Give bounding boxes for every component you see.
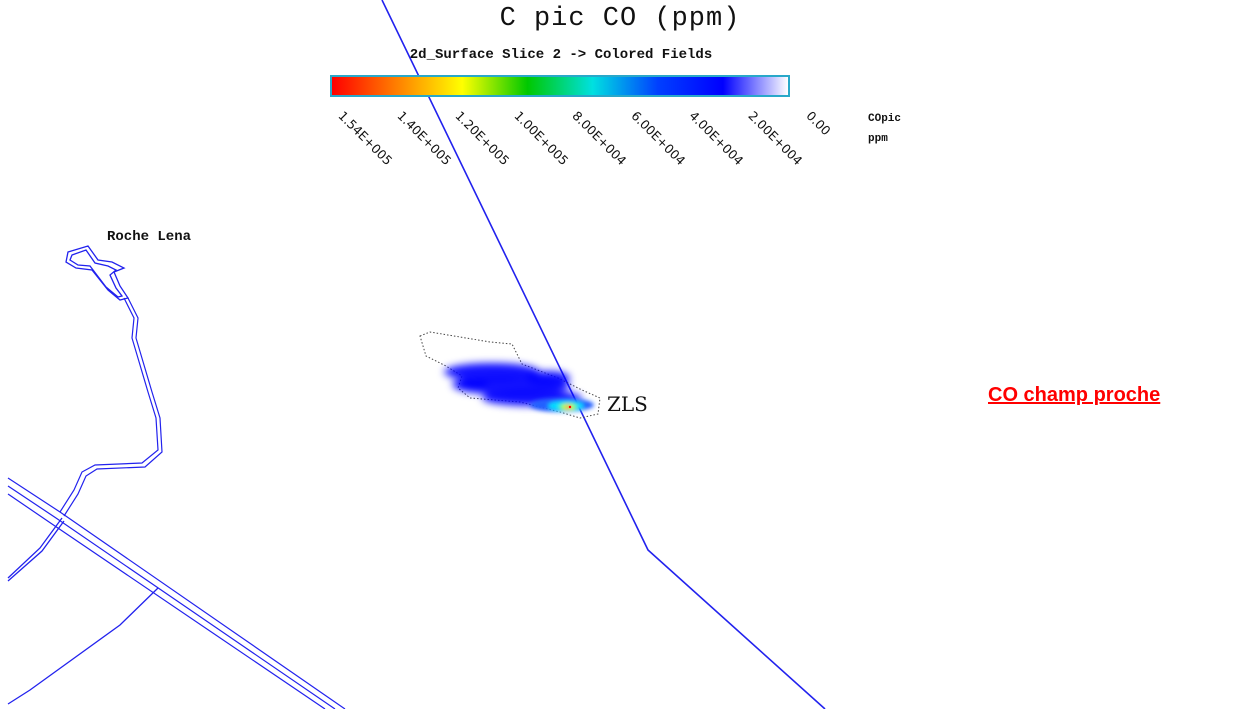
map-title: C pic CO (ppm)	[499, 4, 741, 34]
road-winding	[59, 297, 163, 517]
road-double	[7, 477, 346, 709]
road-line-main	[381, 0, 826, 709]
legend-variable: COpic	[868, 113, 902, 125]
caption: CO champ proche	[988, 384, 1161, 406]
legend-unit: ppm	[868, 133, 888, 145]
legend-colorbar	[330, 75, 790, 97]
road-minor	[7, 517, 159, 705]
source-label: ZLS	[607, 392, 648, 416]
roche-lena-outline	[65, 245, 130, 301]
plume-field	[444, 363, 594, 412]
place-label: Roche Lena	[107, 229, 192, 245]
legend-units: COpic ppm	[868, 109, 901, 149]
map-subtitle: 2d_Surface Slice 2 -> Colored Fields	[409, 47, 713, 63]
